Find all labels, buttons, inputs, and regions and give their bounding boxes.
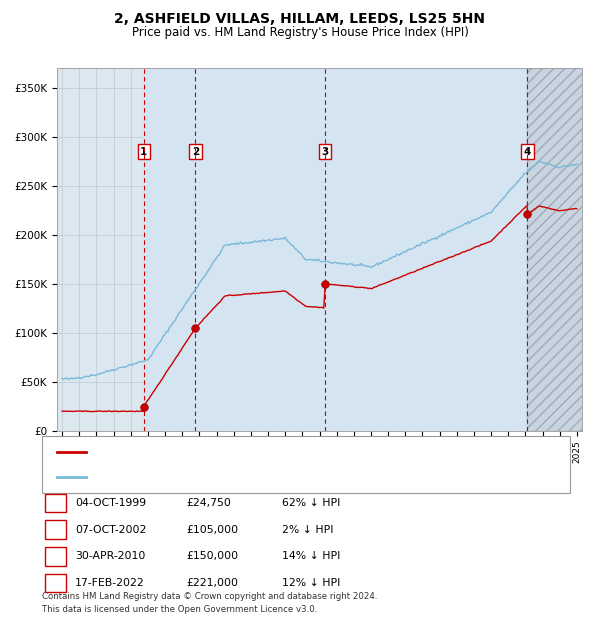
Text: £150,000: £150,000: [186, 551, 238, 562]
Bar: [527, 68, 586, 431]
Bar: [144, 68, 527, 431]
Text: 4: 4: [524, 146, 531, 156]
Text: This data is licensed under the Open Government Licence v3.0.: This data is licensed under the Open Gov…: [42, 604, 317, 614]
Bar: [527, 68, 586, 431]
Text: 04-OCT-1999: 04-OCT-1999: [75, 498, 146, 508]
Text: 3: 3: [322, 146, 329, 156]
Text: 2: 2: [52, 525, 59, 535]
Text: 17-FEB-2022: 17-FEB-2022: [75, 578, 145, 588]
Text: 2, ASHFIELD VILLAS, HILLAM, LEEDS, LS25 5HN: 2, ASHFIELD VILLAS, HILLAM, LEEDS, LS25 …: [115, 12, 485, 27]
Text: 14% ↓ HPI: 14% ↓ HPI: [282, 551, 340, 562]
Text: 4: 4: [52, 578, 59, 588]
Text: 1: 1: [52, 498, 59, 508]
Text: 3: 3: [52, 551, 59, 562]
Text: Contains HM Land Registry data © Crown copyright and database right 2024.: Contains HM Land Registry data © Crown c…: [42, 592, 377, 601]
Text: £105,000: £105,000: [186, 525, 238, 535]
Text: 2% ↓ HPI: 2% ↓ HPI: [282, 525, 334, 535]
Text: HPI: Average price, semi-detached house, North Yorkshire: HPI: Average price, semi-detached house,…: [92, 472, 380, 482]
Text: 1: 1: [140, 146, 148, 156]
Text: 2, ASHFIELD VILLAS, HILLAM, LEEDS, LS25 5HN (semi-detached house): 2, ASHFIELD VILLAS, HILLAM, LEEDS, LS25 …: [92, 447, 446, 458]
Text: 2: 2: [192, 146, 199, 156]
Text: 62% ↓ HPI: 62% ↓ HPI: [282, 498, 340, 508]
Text: Price paid vs. HM Land Registry's House Price Index (HPI): Price paid vs. HM Land Registry's House …: [131, 26, 469, 39]
Text: 07-OCT-2002: 07-OCT-2002: [75, 525, 146, 535]
Text: 30-APR-2010: 30-APR-2010: [75, 551, 145, 562]
Text: £221,000: £221,000: [186, 578, 238, 588]
Text: £24,750: £24,750: [186, 498, 231, 508]
Text: 12% ↓ HPI: 12% ↓ HPI: [282, 578, 340, 588]
